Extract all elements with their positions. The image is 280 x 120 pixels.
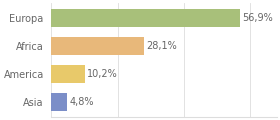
Text: 56,9%: 56,9% [242, 13, 272, 23]
Bar [51, 65, 85, 83]
Text: 28,1%: 28,1% [146, 41, 177, 51]
Text: 10,2%: 10,2% [87, 69, 118, 79]
Bar [51, 9, 240, 27]
Text: 4,8%: 4,8% [69, 97, 94, 107]
Bar [51, 93, 67, 111]
Bar [51, 37, 144, 55]
